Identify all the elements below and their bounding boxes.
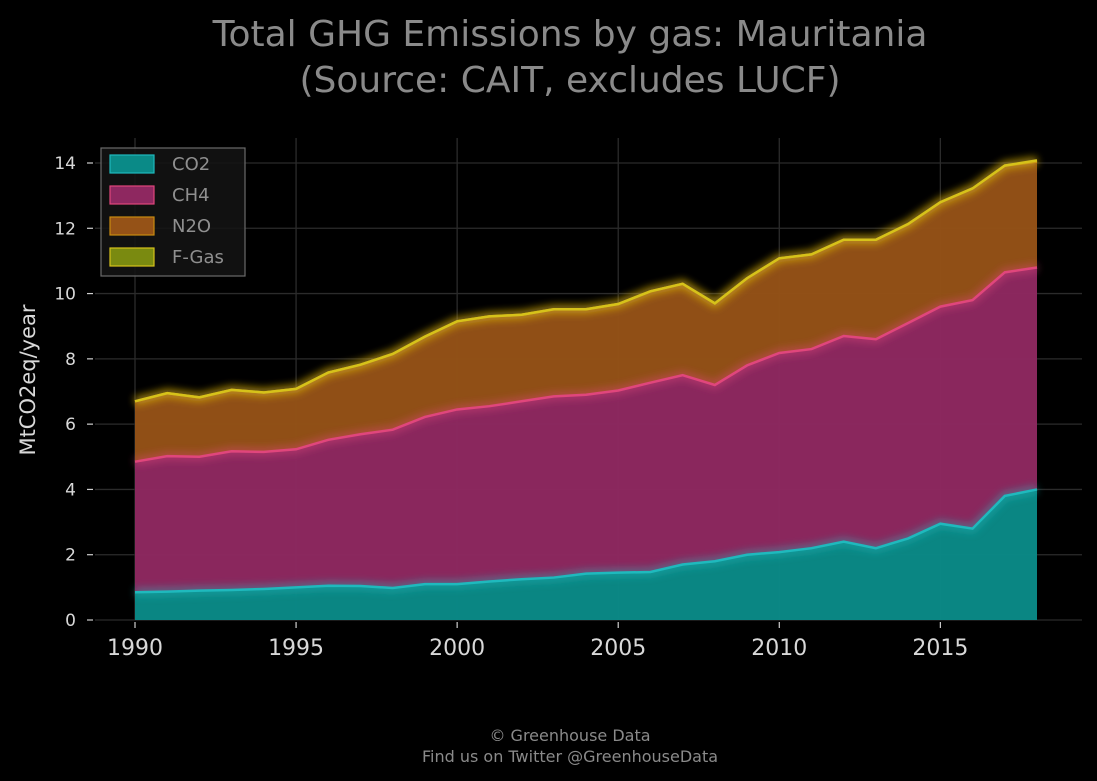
footer-twitter: Find us on Twitter @GreenhouseData — [422, 747, 718, 766]
x-tick-label: 1990 — [107, 636, 163, 661]
chart-title: Total GHG Emissions by gas: Mauritania — [212, 14, 928, 55]
y-axis-label: MtCO2eq/year — [16, 304, 40, 455]
chart-subtitle: (Source: CAIT, excludes LUCF) — [299, 60, 840, 101]
axis-ticks: 0 2 4 6 8 10 12 14 1990 1995 2000 2005 2010 2015 — [54, 154, 968, 661]
legend-swatch-ch4 — [109, 185, 155, 205]
y-tick-label: 2 — [65, 546, 76, 566]
x-tick-label: 2000 — [429, 636, 485, 661]
x-tick-label: 2005 — [590, 636, 646, 661]
x-tick-label: 2015 — [912, 636, 968, 661]
y-tick-label: 12 — [54, 219, 76, 239]
y-tick-label: 10 — [54, 285, 76, 305]
legend-label-f-gas: F-Gas — [172, 247, 224, 268]
edge-line-co2 — [134, 488, 1038, 594]
legend-label-ch4: CH4 — [172, 185, 210, 206]
legend-swatch-n2o — [109, 216, 155, 236]
edge-line-ch4 — [134, 266, 1038, 463]
footer-copyright: © Greenhouse Data — [489, 726, 650, 745]
x-tick-label: 2010 — [751, 636, 807, 661]
y-tick-label: 6 — [65, 415, 76, 435]
y-tick-label: 4 — [65, 480, 76, 500]
y-tick-label: 8 — [65, 350, 76, 370]
edge-line-f-gas — [134, 159, 1038, 403]
area-edges — [134, 156, 1038, 597]
x-tick-label: 1995 — [268, 636, 324, 661]
legend-swatch-f-gas — [109, 247, 155, 267]
legend: CO2 CH4 N2O F-Gas — [100, 147, 246, 277]
legend-label-co2: CO2 — [172, 154, 210, 175]
y-tick-label: 0 — [65, 611, 76, 631]
legend-label-n2o: N2O — [172, 216, 211, 237]
area-ch4 — [135, 267, 1037, 593]
y-tick-label: 14 — [54, 154, 76, 174]
legend-swatch-co2 — [109, 154, 155, 174]
